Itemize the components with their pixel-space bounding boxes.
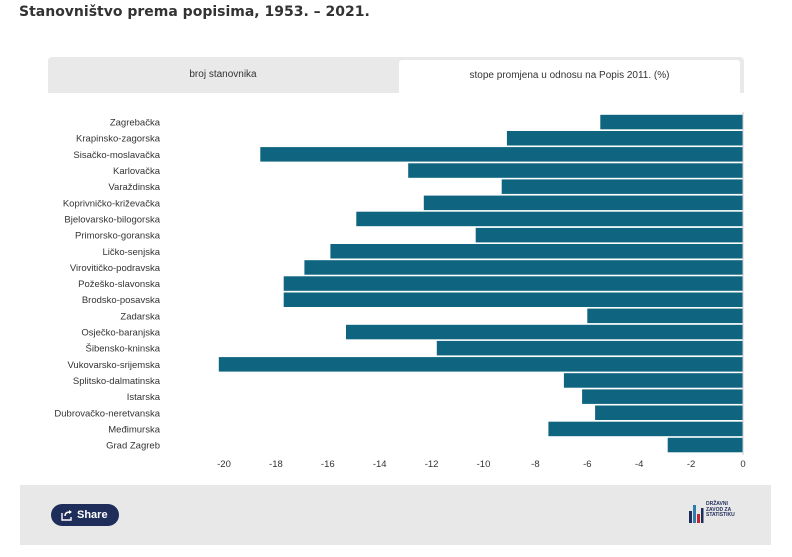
x-tick-label: -8 bbox=[531, 459, 539, 470]
category-label: Varaždinska bbox=[108, 182, 160, 193]
bar-8[interactable] bbox=[475, 227, 743, 243]
x-tick-label: -10 bbox=[477, 459, 491, 470]
tab-population-count[interactable]: broj stanovnika bbox=[189, 69, 257, 80]
bar-2[interactable] bbox=[506, 131, 743, 146]
tab-change-rate[interactable]: stope promjena u odnosu na Popis 2011. (… bbox=[399, 60, 740, 93]
logo-text: DRŽAVNI ZAVOD ZA STATISTIKU bbox=[706, 501, 735, 518]
share-icon bbox=[61, 510, 72, 521]
share-label: Share bbox=[77, 509, 108, 521]
bar-6[interactable] bbox=[423, 195, 743, 211]
bar-17[interactable] bbox=[563, 373, 743, 388]
bar-13[interactable] bbox=[587, 308, 743, 324]
bar-11[interactable] bbox=[283, 276, 743, 291]
bar-9[interactable] bbox=[330, 244, 743, 259]
bar-18[interactable] bbox=[582, 389, 743, 404]
bar-12[interactable] bbox=[283, 292, 743, 308]
category-label: Primorsko-goranska bbox=[75, 231, 161, 242]
bar-16[interactable] bbox=[218, 357, 744, 372]
category-label: Brodsko-posavska bbox=[82, 295, 161, 306]
category-label: Istarska bbox=[127, 392, 161, 403]
category-label: Sisačko-moslavačka bbox=[73, 150, 160, 161]
category-label: Zagrebačka bbox=[110, 118, 161, 129]
dzs-logo[interactable]: DRŽAVNI ZAVOD ZA STATISTIKU bbox=[688, 501, 758, 531]
x-tick-label: -4 bbox=[635, 459, 643, 470]
bar-10[interactable] bbox=[304, 260, 743, 275]
x-tick-label: -12 bbox=[425, 459, 439, 470]
x-tick-label: -6 bbox=[583, 459, 591, 470]
category-label: Grad Zagreb bbox=[106, 441, 160, 452]
x-tick-label: -2 bbox=[687, 459, 695, 470]
category-label: Osječko-baranjska bbox=[81, 328, 160, 339]
category-label: Dubrovačko-neretvanska bbox=[54, 408, 160, 419]
category-label: Zadarska bbox=[120, 311, 160, 322]
x-tick-label: -18 bbox=[269, 459, 283, 470]
category-label: Koprivničko-križevačka bbox=[63, 198, 161, 209]
category-label: Požeško-slavonska bbox=[78, 279, 161, 290]
bar-21[interactable] bbox=[667, 437, 743, 453]
bar-4[interactable] bbox=[408, 163, 743, 178]
x-tick-label: -20 bbox=[217, 459, 231, 470]
category-label: Karlovačka bbox=[113, 166, 161, 177]
bar-3[interactable] bbox=[260, 147, 743, 162]
category-label: Šibensko-kninska bbox=[86, 344, 161, 355]
bar-7[interactable] bbox=[356, 211, 743, 227]
category-label: Bjelovarsko-bilogorska bbox=[64, 215, 160, 226]
bar-20[interactable] bbox=[548, 421, 743, 437]
category-label: Krapinsko-zagorska bbox=[76, 134, 161, 145]
x-tick-label: -16 bbox=[321, 459, 335, 470]
category-label: Virovitičko-podravska bbox=[70, 263, 161, 274]
category-label: Međimurska bbox=[108, 424, 160, 435]
logo-bars-icon bbox=[689, 505, 704, 523]
x-tick-label: -14 bbox=[373, 459, 387, 470]
bar-chart: Zagrebačka Krapinsko-zagorska Sisačko-mosl… bbox=[54, 112, 746, 470]
footer-bar: Share DRŽAVNI ZAVOD ZA STATISTIKU bbox=[20, 485, 771, 545]
category-label: Ličko-senjska bbox=[102, 247, 160, 258]
bar-5[interactable] bbox=[501, 179, 743, 194]
category-label: Vukovarsko-srijemska bbox=[67, 360, 160, 371]
tab-bar: broj stanovnika stope promjena u odnosu … bbox=[48, 57, 744, 93]
x-tick-label: 0 bbox=[740, 459, 745, 470]
share-button[interactable]: Share bbox=[51, 504, 119, 526]
bar-15[interactable] bbox=[436, 340, 743, 356]
bar-14[interactable] bbox=[346, 324, 743, 340]
page-title: Stanovništvo prema popisima, 1953. – 202… bbox=[19, 4, 370, 20]
category-label: Splitsko-dalmatinska bbox=[73, 376, 161, 387]
bar-19[interactable] bbox=[595, 405, 743, 421]
bar-1[interactable] bbox=[600, 114, 743, 130]
